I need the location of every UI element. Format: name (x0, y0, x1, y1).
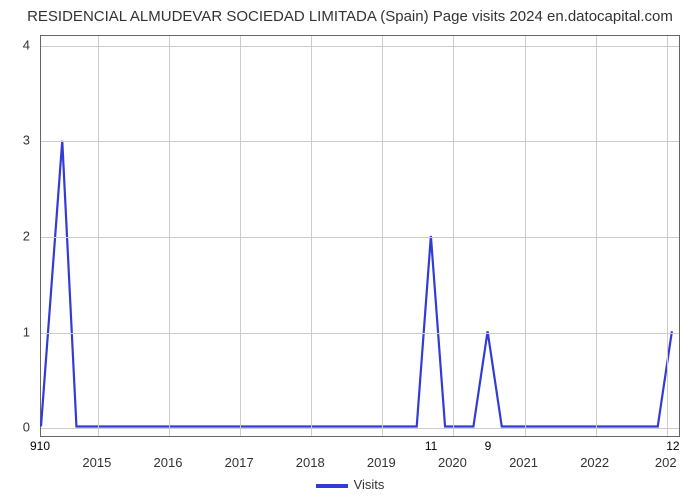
x-tick-label: 2018 (280, 455, 340, 470)
legend-swatch (316, 484, 348, 488)
x-tick-label: 202 (636, 455, 696, 470)
x-tick-label: 2019 (351, 455, 411, 470)
grid-line-vertical (98, 36, 99, 436)
grid-line-horizontal (41, 237, 679, 238)
chart-title: RESIDENCIAL ALMUDEVAR SOCIEDAD LIMITADA … (0, 8, 700, 25)
grid-line-vertical (453, 36, 454, 436)
x-tick-label: 2017 (209, 455, 269, 470)
visits-line (41, 141, 672, 427)
data-point-label: 910 (25, 439, 55, 453)
grid-line-vertical (169, 36, 170, 436)
x-tick-label: 2016 (138, 455, 198, 470)
chart-container: RESIDENCIAL ALMUDEVAR SOCIEDAD LIMITADA … (0, 0, 700, 500)
grid-line-horizontal (41, 333, 679, 334)
y-tick-label: 2 (0, 229, 30, 244)
x-tick-label: 2015 (67, 455, 127, 470)
plot-area (40, 35, 680, 437)
x-tick-label: 2020 (422, 455, 482, 470)
data-point-label: 9 (473, 439, 503, 453)
grid-line-vertical (667, 36, 668, 436)
y-tick-label: 4 (0, 37, 30, 52)
x-tick-label: 2021 (494, 455, 554, 470)
grid-line-vertical (240, 36, 241, 436)
grid-line-horizontal (41, 46, 679, 47)
legend-label: Visits (354, 477, 385, 492)
grid-line-horizontal (41, 141, 679, 142)
data-point-label: 11 (416, 439, 446, 453)
grid-line-horizontal (41, 428, 679, 429)
x-tick-label: 2022 (565, 455, 625, 470)
grid-line-vertical (311, 36, 312, 436)
grid-line-vertical (596, 36, 597, 436)
line-series (41, 36, 679, 436)
data-point-label: 12 (658, 439, 688, 453)
y-tick-label: 3 (0, 133, 30, 148)
y-tick-label: 0 (0, 420, 30, 435)
grid-line-vertical (525, 36, 526, 436)
grid-line-vertical (382, 36, 383, 436)
legend: Visits (0, 477, 700, 492)
y-tick-label: 1 (0, 324, 30, 339)
